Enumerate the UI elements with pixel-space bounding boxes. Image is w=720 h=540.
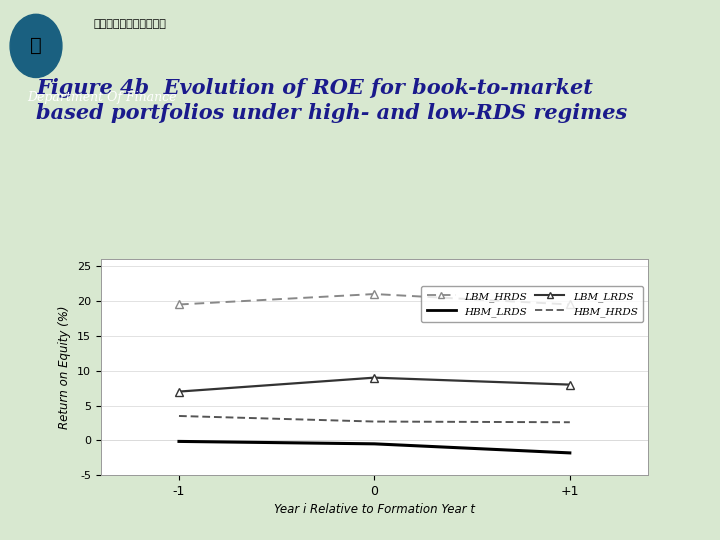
LBM_HRDS — [175, 301, 184, 308]
HBM_LRDS — [370, 441, 379, 447]
X-axis label: Year i Relative to Formation Year t: Year i Relative to Formation Year t — [274, 503, 475, 516]
Text: Department Of Finance: Department Of Finance — [27, 91, 177, 104]
HBM_LRDS — [565, 450, 574, 456]
HBM_HRDS — [175, 413, 184, 419]
Text: 🌐: 🌐 — [30, 36, 42, 56]
Text: Figure 4b  Evolution of ROE for book-to-market
based portfolios under high- and : Figure 4b Evolution of ROE for book-to-m… — [36, 78, 627, 123]
LBM_LRDS — [175, 388, 184, 395]
HBM_HRDS — [565, 419, 574, 426]
LBM_HRDS — [565, 301, 574, 308]
Y-axis label: Return on Equity (%): Return on Equity (%) — [58, 306, 71, 429]
LBM_LRDS — [565, 381, 574, 388]
Circle shape — [10, 14, 62, 77]
LBM_LRDS — [370, 374, 379, 381]
LBM_HRDS — [370, 291, 379, 298]
Text: 南亞技術學院財務金融系: 南亞技術學院財務金融系 — [94, 19, 166, 30]
Line: LBM_HRDS: LBM_HRDS — [175, 290, 574, 309]
Line: HBM_LRDS: HBM_LRDS — [179, 441, 570, 453]
Line: HBM_HRDS: HBM_HRDS — [179, 416, 570, 422]
Legend: LBM_HRDS, HBM_LRDS, LBM_LRDS, HBM_HRDS: LBM_HRDS, HBM_LRDS, LBM_LRDS, HBM_HRDS — [421, 286, 643, 322]
HBM_LRDS — [175, 438, 184, 444]
HBM_HRDS — [370, 418, 379, 425]
Line: LBM_LRDS: LBM_LRDS — [175, 374, 574, 396]
